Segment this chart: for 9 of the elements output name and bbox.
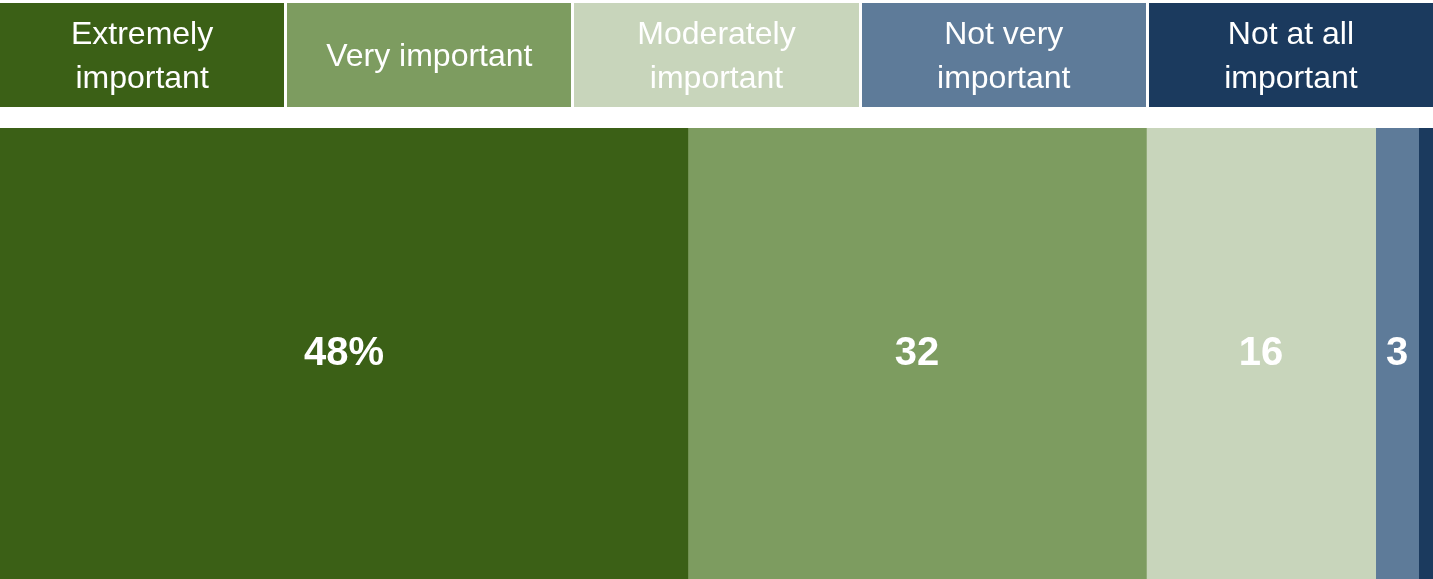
data-label: 48% bbox=[303, 328, 384, 373]
text: Not at all important bbox=[1148, 3, 1433, 107]
data-label: 16 bbox=[1238, 328, 1284, 373]
data-label: 32 bbox=[894, 328, 940, 373]
text: Not very important bbox=[861, 3, 1146, 107]
series-label: Extremely important bbox=[0, 3, 285, 107]
text: Moderately important bbox=[574, 3, 859, 107]
data-label: 3 bbox=[1386, 328, 1409, 373]
text: Very important bbox=[287, 3, 572, 107]
